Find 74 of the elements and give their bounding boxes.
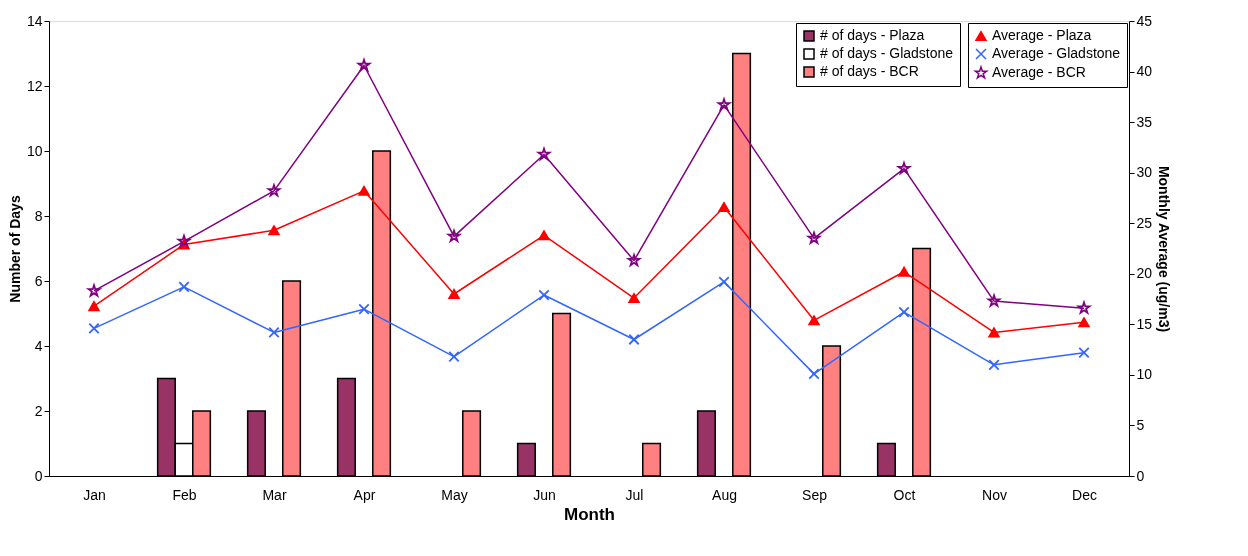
point: [88, 301, 100, 312]
x-axis-title: Month: [564, 504, 615, 524]
legend-label: Average - BCR: [992, 64, 1086, 80]
y2-tick-label: 40: [1136, 63, 1153, 80]
y-tick-label: 4: [34, 337, 43, 354]
legend-label: # of days - Gladstone: [820, 45, 954, 61]
y-tick-label: 12: [26, 77, 43, 94]
point: [1076, 299, 1092, 315]
legend-label: # of days - Plaza: [820, 27, 925, 43]
point: [267, 184, 281, 197]
y-tick-label: 6: [34, 272, 43, 289]
point: [808, 315, 820, 326]
point: [628, 293, 640, 304]
point: [897, 162, 911, 175]
point: [627, 254, 641, 267]
y2-tick-label: 10: [1136, 366, 1153, 383]
point: [628, 333, 640, 346]
point: [88, 322, 100, 335]
y2-tick-label: 45: [1136, 12, 1153, 29]
x-tick-label: Nov: [982, 486, 1007, 503]
x-tick-label: Jan: [83, 486, 106, 503]
y2-tick-label: 0: [1136, 467, 1145, 484]
point: [988, 327, 1000, 338]
x-tick-label: Jun: [533, 486, 556, 503]
point: [537, 147, 551, 160]
y2-tick-label: 35: [1136, 113, 1153, 130]
legend-label: Average - Plaza: [992, 27, 1092, 43]
x-tick-label: Sep: [802, 486, 828, 503]
point: [447, 229, 461, 242]
x-tick-label: Dec: [1072, 486, 1097, 503]
x-tick-label: Jul: [625, 486, 644, 503]
point: [448, 351, 460, 363]
point: [538, 289, 550, 301]
point: [898, 306, 910, 318]
point: [807, 231, 821, 244]
x-tick-label: Aug: [712, 486, 737, 503]
point: [178, 281, 190, 293]
point: [358, 303, 370, 315]
point: [988, 359, 1000, 371]
y-tick-label: 14: [26, 12, 43, 29]
point: [717, 98, 731, 111]
y-tick-label: 2: [34, 402, 43, 419]
point: [268, 326, 280, 339]
y2-tick-label: 30: [1136, 164, 1153, 181]
point: [357, 58, 371, 71]
x-tick-label: Mar: [262, 486, 287, 503]
y-tick-label: 0: [34, 467, 43, 484]
y-axis-title: Number of Days: [6, 195, 23, 303]
point: [538, 230, 550, 241]
y-tick-label: 8: [34, 207, 43, 224]
point: [987, 294, 1001, 307]
x-tick-label: Oct: [893, 486, 916, 503]
y2-tick-label: 25: [1136, 214, 1153, 231]
point: [177, 234, 191, 247]
point: [87, 284, 101, 297]
point: [358, 185, 370, 196]
point: [898, 266, 910, 277]
legend-label: Average - Gladstone: [992, 45, 1121, 61]
point: [448, 288, 460, 300]
point: [1078, 347, 1090, 359]
x-tick-label: May: [441, 486, 468, 503]
legend-label: # of days - BCR: [820, 63, 919, 79]
point: [1078, 317, 1090, 328]
y2-tick-label: 15: [1136, 315, 1153, 332]
y-tick-label: 10: [26, 142, 43, 159]
point: [808, 368, 820, 380]
point: [718, 202, 730, 213]
y2-tick-label: 5: [1136, 416, 1145, 433]
y2-tick-label: 20: [1136, 265, 1153, 282]
y2-axis-title: Monthly Average (ug/m3): [1156, 165, 1173, 333]
point: [718, 276, 730, 288]
x-tick-label: Apr: [353, 486, 376, 503]
point: [268, 225, 280, 236]
x-tick-label: Feb: [172, 486, 197, 503]
